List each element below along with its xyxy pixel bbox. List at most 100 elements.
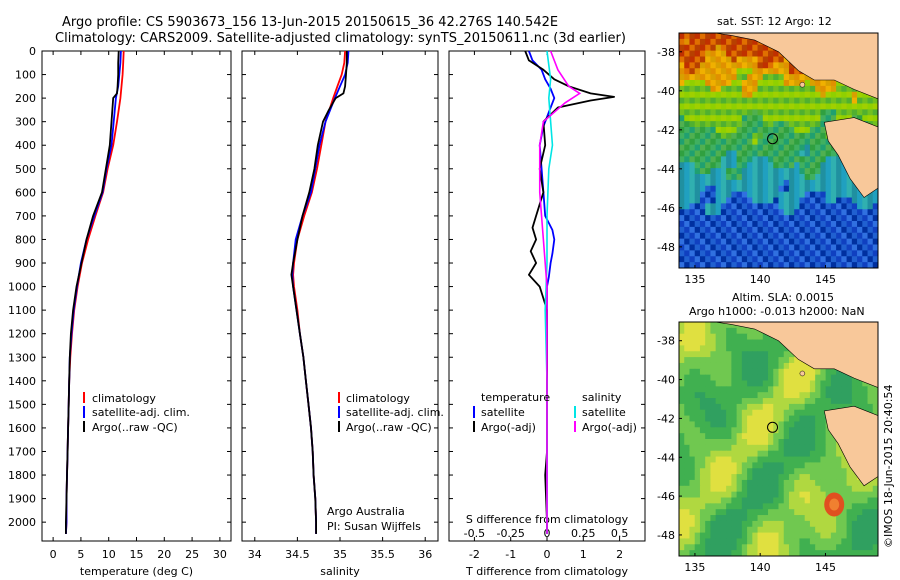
map-cell	[699, 250, 706, 257]
map-cell	[804, 526, 811, 534]
map-cell	[679, 132, 685, 140]
map-cell	[841, 392, 848, 399]
map-cell	[699, 221, 706, 228]
map-cell	[684, 197, 690, 204]
map-cell	[783, 250, 790, 257]
map-cell	[694, 185, 701, 193]
legend-label-s-argo: Argo(-adj)	[582, 421, 637, 434]
map-cell	[757, 50, 764, 58]
map-cell	[825, 238, 832, 246]
map-cell	[752, 509, 759, 516]
map-cell	[820, 244, 827, 251]
difference-legend: temperature salinity satellite Argo(-adj…	[473, 391, 637, 434]
map-cell	[820, 415, 827, 422]
map-cell	[846, 179, 853, 187]
map-cell	[694, 74, 701, 81]
map-cell	[741, 357, 748, 364]
map-cell	[846, 538, 853, 545]
map-cell	[867, 115, 874, 122]
map-cell	[809, 368, 816, 376]
map-cell	[752, 62, 759, 69]
map-cell	[699, 103, 706, 110]
map-cell	[710, 491, 717, 498]
map-cell	[794, 156, 800, 163]
map-cell	[762, 444, 769, 452]
map-cell	[825, 474, 832, 481]
map-cell	[872, 538, 879, 545]
map-cell	[846, 97, 853, 105]
map-cell	[736, 232, 743, 240]
map-cell	[684, 85, 690, 93]
map-cell	[757, 168, 764, 175]
map-cell	[684, 132, 690, 140]
map-cell	[773, 56, 779, 63]
map-cell	[726, 515, 732, 522]
map-cell	[851, 515, 858, 522]
map-cell	[684, 150, 690, 157]
map-cell	[694, 197, 701, 204]
map-cell	[809, 409, 816, 417]
map-cell	[720, 33, 727, 40]
map-cell	[720, 509, 727, 516]
map-cell	[841, 479, 848, 487]
map-cell	[762, 538, 769, 545]
map-cell	[741, 362, 748, 370]
map-cell	[794, 474, 800, 481]
map-cell	[752, 380, 759, 387]
map-cell	[841, 380, 848, 387]
map-cell	[820, 456, 827, 463]
map-cell	[794, 150, 800, 157]
map-cell	[684, 174, 690, 181]
map-cell	[726, 427, 732, 434]
map-cell	[699, 462, 706, 469]
map-cell	[804, 144, 811, 152]
map-cell	[757, 80, 764, 87]
map-cell	[809, 462, 816, 469]
map-cell	[857, 221, 863, 228]
map-cell	[851, 386, 858, 393]
map-cell	[689, 456, 696, 463]
map-cell	[762, 91, 769, 99]
map-cell	[799, 462, 806, 469]
map-cell	[710, 444, 717, 452]
map-cell	[857, 497, 863, 504]
map-cell	[773, 174, 779, 181]
map-cell	[684, 497, 690, 504]
map-cell	[741, 203, 748, 210]
map-cell	[705, 174, 711, 181]
map-cell	[783, 362, 790, 370]
map-cell	[689, 386, 696, 393]
map-cell	[778, 250, 785, 257]
map-cell	[799, 215, 806, 222]
map-cell	[720, 115, 727, 122]
map-cell	[694, 339, 701, 346]
map-cell	[757, 56, 764, 63]
map-cell	[689, 97, 696, 105]
map-cell	[710, 85, 717, 93]
map-cell	[689, 44, 696, 52]
map-cell	[768, 351, 774, 358]
map-cell	[799, 485, 806, 493]
map-cell	[804, 374, 811, 381]
map-cell	[757, 362, 764, 370]
map-cell	[715, 144, 722, 152]
map-cell	[799, 550, 806, 557]
map-cell	[757, 415, 764, 422]
map-cell	[872, 262, 879, 269]
map-cell	[689, 339, 696, 346]
map-cell	[731, 156, 738, 163]
map-cell	[872, 197, 879, 204]
y-tick-label: 700	[15, 210, 36, 223]
map-cell	[726, 444, 732, 452]
map-cell	[715, 244, 722, 251]
map-cell	[689, 415, 696, 422]
map-cell	[846, 392, 853, 399]
map-cell	[872, 250, 879, 257]
map-cell	[694, 403, 701, 411]
map-cell	[715, 357, 722, 364]
map-cell	[741, 68, 748, 75]
map-cell	[862, 515, 869, 522]
map-cell	[699, 191, 706, 199]
map-cell	[679, 345, 685, 352]
map-cell	[794, 368, 800, 376]
